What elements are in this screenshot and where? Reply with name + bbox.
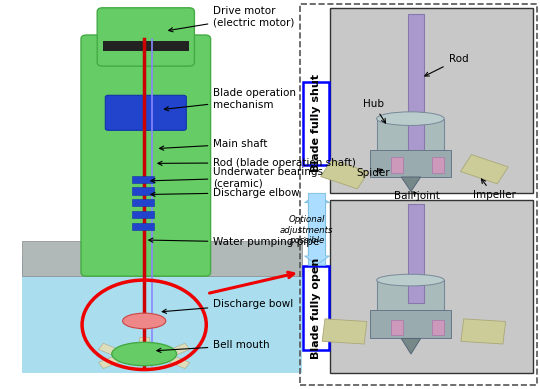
Bar — [103, 41, 189, 51]
Polygon shape — [98, 343, 129, 360]
Bar — [408, 204, 424, 303]
Bar — [432, 320, 444, 335]
Bar — [22, 241, 302, 276]
Bar — [132, 199, 154, 206]
FancyBboxPatch shape — [105, 95, 186, 130]
Ellipse shape — [377, 112, 444, 126]
Text: Water pumping pipe: Water pumping pipe — [148, 237, 320, 247]
Bar — [391, 320, 403, 335]
Text: Drive motor
(electric motor): Drive motor (electric motor) — [168, 5, 295, 32]
Text: Optional
adjustments
possible: Optional adjustments possible — [280, 216, 334, 245]
Polygon shape — [159, 343, 190, 360]
Text: Blade fully open: Blade fully open — [312, 258, 321, 359]
Bar — [370, 310, 451, 338]
Bar — [370, 150, 451, 177]
Bar — [300, 4, 537, 385]
Bar — [132, 211, 154, 218]
Ellipse shape — [112, 342, 177, 366]
Ellipse shape — [123, 313, 166, 329]
Bar — [132, 176, 154, 183]
Bar — [391, 157, 403, 173]
Bar — [303, 82, 329, 165]
Bar — [408, 14, 424, 156]
Polygon shape — [98, 352, 129, 369]
Bar — [22, 257, 302, 373]
Polygon shape — [461, 319, 505, 344]
Bar — [377, 280, 444, 311]
Text: Spider: Spider — [356, 168, 390, 178]
Text: Discharge bowl: Discharge bowl — [162, 299, 294, 314]
Polygon shape — [322, 319, 367, 344]
Polygon shape — [401, 177, 421, 191]
Text: Blade fully shut: Blade fully shut — [312, 74, 321, 172]
Bar — [377, 119, 444, 152]
Polygon shape — [321, 159, 368, 189]
FancyArrow shape — [305, 194, 329, 265]
Bar — [432, 157, 444, 173]
FancyArrow shape — [305, 193, 329, 265]
Text: Discharge elbow: Discharge elbow — [151, 187, 300, 198]
Polygon shape — [461, 154, 508, 184]
Bar — [132, 187, 154, 194]
Bar — [330, 200, 533, 373]
Text: Impeller: Impeller — [472, 179, 515, 200]
Polygon shape — [139, 336, 149, 358]
Polygon shape — [159, 352, 190, 369]
Text: Ball joint: Ball joint — [394, 191, 440, 201]
Text: Underwater bearings
(ceramic): Underwater bearings (ceramic) — [151, 166, 323, 188]
Text: Rod: Rod — [425, 54, 468, 76]
Text: Hub: Hub — [363, 99, 386, 123]
Bar — [330, 8, 533, 193]
Text: Main shaft: Main shaft — [159, 139, 268, 150]
Text: Blade operation
mechanism: Blade operation mechanism — [164, 88, 296, 111]
FancyBboxPatch shape — [81, 35, 211, 276]
Bar — [303, 266, 329, 350]
Text: Rod (blade operation shaft): Rod (blade operation shaft) — [158, 158, 356, 168]
Bar — [132, 223, 154, 230]
Text: Bell mouth: Bell mouth — [157, 340, 270, 352]
FancyBboxPatch shape — [97, 8, 194, 66]
Ellipse shape — [377, 274, 444, 286]
Polygon shape — [401, 338, 421, 354]
